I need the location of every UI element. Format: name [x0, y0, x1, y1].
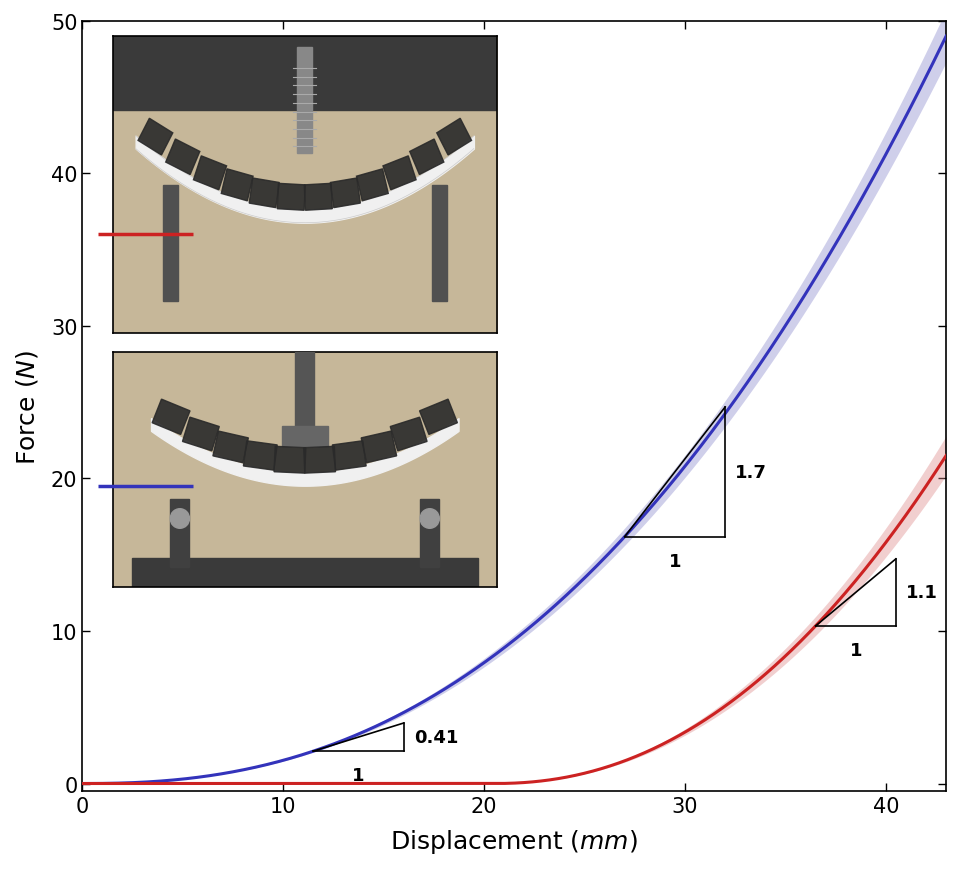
Text: 1: 1 — [352, 766, 365, 785]
X-axis label: Displacement $(mm)$: Displacement $(mm)$ — [391, 827, 638, 855]
Text: 1.7: 1.7 — [735, 463, 767, 481]
Y-axis label: Force $(N)$: Force $(N)$ — [13, 349, 40, 464]
Text: 1.1: 1.1 — [906, 584, 938, 601]
Text: 1: 1 — [669, 552, 682, 570]
Text: Longitudinally placed sample: Longitudinally placed sample — [213, 226, 487, 245]
Text: 0.41: 0.41 — [414, 728, 458, 746]
Text: 1: 1 — [850, 641, 862, 660]
Text: Transversely placed sample: Transversely placed sample — [213, 477, 473, 496]
